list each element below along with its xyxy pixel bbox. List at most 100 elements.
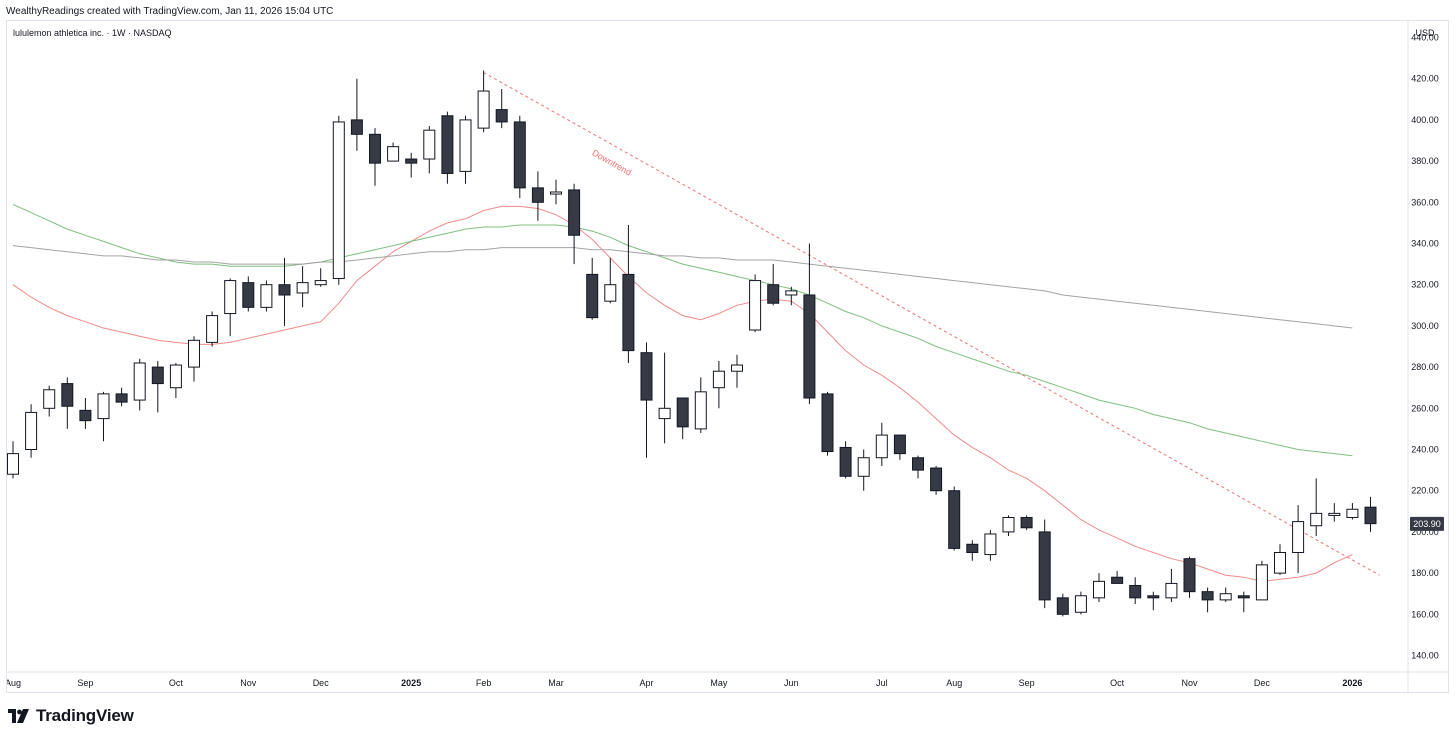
- candle: [912, 455, 924, 479]
- candle-body: [495, 109, 508, 123]
- time-tick-label: Nov: [240, 678, 257, 688]
- candlestick-chart[interactable]: lululemon athletica inc. · 1W · NASDAQ U…: [7, 21, 1448, 692]
- candle: [151, 360, 164, 413]
- candle: [531, 171, 544, 221]
- candle-body: [1292, 521, 1305, 554]
- candle-body: [513, 121, 526, 189]
- candle: [1020, 515, 1033, 530]
- candle: [61, 377, 74, 429]
- candle: [1255, 560, 1268, 601]
- candle-body: [1219, 593, 1232, 601]
- candle-body: [242, 282, 255, 308]
- candle: [1074, 591, 1087, 615]
- chart-credit: WealthyReadings created with TradingView…: [6, 6, 334, 17]
- candle: [966, 540, 979, 561]
- candle-body: [586, 273, 599, 319]
- time-tick-label: Oct: [169, 678, 184, 688]
- candle: [97, 391, 110, 442]
- candle: [839, 441, 852, 479]
- candle: [550, 179, 562, 205]
- price-tick-label: 320.00: [1411, 280, 1439, 290]
- candle-body: [875, 434, 888, 459]
- trendline-layer: Downtrend: [483, 72, 1380, 576]
- candle-body: [984, 533, 997, 556]
- candle: [948, 486, 961, 551]
- last-price-layer: 203.90: [1410, 516, 1444, 531]
- candle: [350, 78, 363, 151]
- currency-label: USD: [1415, 28, 1435, 38]
- candle: [423, 126, 436, 174]
- candle: [1129, 577, 1142, 605]
- last-price-label: 203.90: [1413, 519, 1441, 529]
- candle: [278, 257, 291, 326]
- candle-body: [839, 446, 852, 477]
- candle-body: [314, 280, 327, 286]
- candle: [1111, 571, 1124, 584]
- candle: [1165, 568, 1178, 602]
- price-tick-label: 280.00: [1411, 362, 1439, 372]
- candle: [821, 391, 834, 456]
- price-tick-label: 160.00: [1411, 609, 1439, 619]
- candle-body: [1074, 595, 1087, 613]
- candle: [206, 311, 219, 347]
- candle-body: [767, 284, 780, 304]
- candle-body: [332, 121, 345, 280]
- candle: [1002, 515, 1015, 537]
- time-tick-label: Jun: [784, 678, 799, 688]
- price-axis: 140.00 160.00 180.00 200.00 220.00 240.00 260.…: [1411, 32, 1439, 660]
- candle-body: [640, 352, 653, 401]
- candle: [640, 342, 653, 458]
- downtrend-line: [483, 72, 1380, 576]
- candle-body: [1328, 512, 1341, 516]
- candle-body: [568, 189, 581, 236]
- time-tick-label: Mar: [548, 678, 564, 688]
- time-tick-label: 2025: [401, 678, 421, 688]
- candle-body: [1364, 506, 1377, 525]
- time-tick-label: Oct: [1110, 678, 1125, 688]
- candle-body: [169, 364, 182, 389]
- candle: [694, 377, 707, 434]
- time-tick-label: May: [710, 678, 728, 688]
- candle-body: [930, 467, 943, 492]
- candle-body: [350, 119, 363, 135]
- chart-frame: lululemon athletica inc. · 1W · NASDAQ U…: [6, 20, 1449, 693]
- price-tick-label: 300.00: [1411, 321, 1439, 331]
- candle: [1219, 587, 1232, 602]
- candle-body: [1165, 582, 1178, 599]
- candle: [1056, 593, 1069, 617]
- price-tick-label: 380.00: [1411, 156, 1439, 166]
- candle-body: [912, 457, 924, 471]
- candle-body: [43, 389, 56, 409]
- candle: [441, 111, 454, 184]
- candle: [224, 278, 237, 337]
- candle: [785, 286, 798, 306]
- price-tick-label: 260.00: [1411, 403, 1439, 413]
- candle: [314, 268, 327, 287]
- candle-body: [260, 284, 273, 308]
- candle: [857, 449, 870, 491]
- price-tick-label: 240.00: [1411, 445, 1439, 455]
- candle: [495, 88, 508, 129]
- candle-body: [441, 115, 454, 174]
- candle-body: [966, 543, 979, 554]
- candle-body: [1002, 516, 1015, 533]
- candle-body: [1093, 580, 1105, 599]
- candle: [459, 115, 472, 184]
- time-tick-label: Jul: [876, 678, 888, 688]
- candle: [568, 183, 581, 265]
- candle: [1201, 587, 1214, 613]
- candle: [984, 529, 997, 561]
- candle: [332, 115, 345, 285]
- candle: [188, 336, 200, 382]
- time-tick-label: Aug: [7, 678, 21, 688]
- candle-body: [1038, 531, 1051, 601]
- candle-body: [1346, 508, 1359, 518]
- candle: [477, 70, 490, 133]
- price-tick-label: 140.00: [1411, 651, 1439, 661]
- candle-body: [1255, 564, 1268, 601]
- last-price-badge: [1410, 516, 1444, 531]
- candle: [1274, 544, 1286, 576]
- price-tick-label: 200.00: [1411, 527, 1439, 537]
- candle-body: [25, 411, 38, 451]
- candle: [242, 276, 255, 312]
